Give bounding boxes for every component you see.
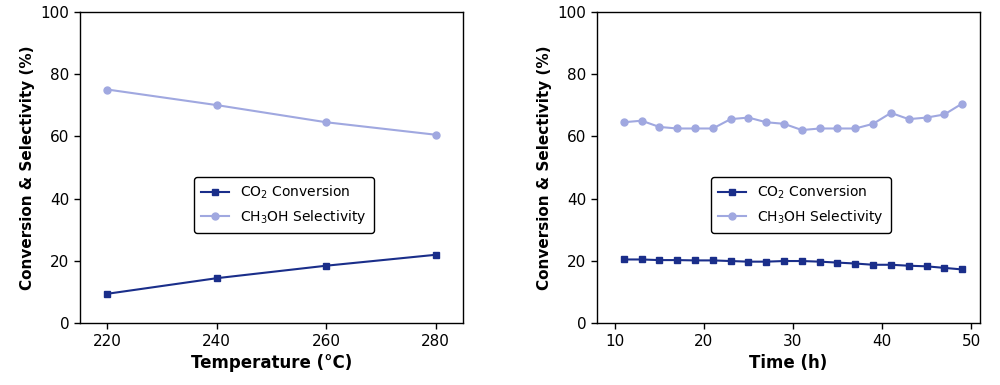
- Y-axis label: Conversion & Selectivity (%): Conversion & Selectivity (%): [20, 45, 35, 290]
- CH$_3$OH Selectivity: [885, 110, 897, 115]
- CH$_3$OH Selectivity: [689, 126, 701, 131]
- CO$_2$ Conversion: [320, 263, 332, 268]
- CO$_2$ Conversion: [707, 258, 719, 263]
- Line: CO$_2$ Conversion: CO$_2$ Conversion: [620, 256, 966, 273]
- CO$_2$ Conversion: [618, 257, 630, 262]
- CO$_2$ Conversion: [760, 259, 772, 264]
- CO$_2$ Conversion: [867, 263, 879, 267]
- CO$_2$ Conversion: [796, 259, 808, 263]
- CH$_3$OH Selectivity: [725, 117, 737, 121]
- X-axis label: Time (h): Time (h): [749, 354, 828, 372]
- CO$_2$ Conversion: [725, 259, 737, 263]
- CH$_3$OH Selectivity: [867, 122, 879, 126]
- CO$_2$ Conversion: [849, 261, 861, 266]
- X-axis label: Temperature (°C): Temperature (°C): [191, 354, 352, 372]
- CH$_3$OH Selectivity: [956, 101, 968, 106]
- CO$_2$ Conversion: [778, 259, 790, 263]
- CO$_2$ Conversion: [430, 253, 442, 257]
- CH$_3$OH Selectivity: [849, 126, 861, 131]
- CO$_2$ Conversion: [956, 267, 968, 272]
- CO$_2$ Conversion: [689, 258, 701, 263]
- CO$_2$ Conversion: [211, 276, 223, 281]
- CO$_2$ Conversion: [671, 258, 683, 263]
- Y-axis label: Conversion & Selectivity (%): Conversion & Selectivity (%): [537, 45, 552, 290]
- CO$_2$ Conversion: [636, 257, 648, 262]
- CO$_2$ Conversion: [885, 263, 897, 267]
- CO$_2$ Conversion: [814, 259, 826, 264]
- CH$_3$OH Selectivity: [742, 115, 754, 120]
- CH$_3$OH Selectivity: [636, 119, 648, 123]
- Legend: CO$_2$ Conversion, CH$_3$OH Selectivity: CO$_2$ Conversion, CH$_3$OH Selectivity: [194, 177, 374, 233]
- CH$_3$OH Selectivity: [101, 87, 113, 92]
- CH$_3$OH Selectivity: [618, 120, 630, 125]
- Line: CH$_3$OH Selectivity: CH$_3$OH Selectivity: [104, 86, 439, 138]
- CH$_3$OH Selectivity: [831, 126, 843, 131]
- CH$_3$OH Selectivity: [938, 112, 950, 117]
- CH$_3$OH Selectivity: [760, 120, 772, 125]
- Line: CH$_3$OH Selectivity: CH$_3$OH Selectivity: [620, 100, 966, 134]
- CH$_3$OH Selectivity: [653, 125, 665, 129]
- CO$_2$ Conversion: [938, 266, 950, 270]
- CH$_3$OH Selectivity: [814, 126, 826, 131]
- CH$_3$OH Selectivity: [778, 122, 790, 126]
- CO$_2$ Conversion: [831, 260, 843, 265]
- CH$_3$OH Selectivity: [211, 103, 223, 107]
- CO$_2$ Conversion: [921, 264, 933, 269]
- CH$_3$OH Selectivity: [903, 117, 915, 121]
- CO$_2$ Conversion: [101, 291, 113, 296]
- Line: CO$_2$ Conversion: CO$_2$ Conversion: [104, 251, 439, 297]
- CO$_2$ Conversion: [742, 259, 754, 264]
- CH$_3$OH Selectivity: [796, 128, 808, 132]
- Legend: CO$_2$ Conversion, CH$_3$OH Selectivity: CO$_2$ Conversion, CH$_3$OH Selectivity: [711, 177, 891, 233]
- CH$_3$OH Selectivity: [320, 120, 332, 125]
- CO$_2$ Conversion: [903, 263, 915, 268]
- CO$_2$ Conversion: [653, 258, 665, 263]
- CH$_3$OH Selectivity: [671, 126, 683, 131]
- CH$_3$OH Selectivity: [921, 115, 933, 120]
- CH$_3$OH Selectivity: [707, 126, 719, 131]
- CH$_3$OH Selectivity: [430, 132, 442, 137]
